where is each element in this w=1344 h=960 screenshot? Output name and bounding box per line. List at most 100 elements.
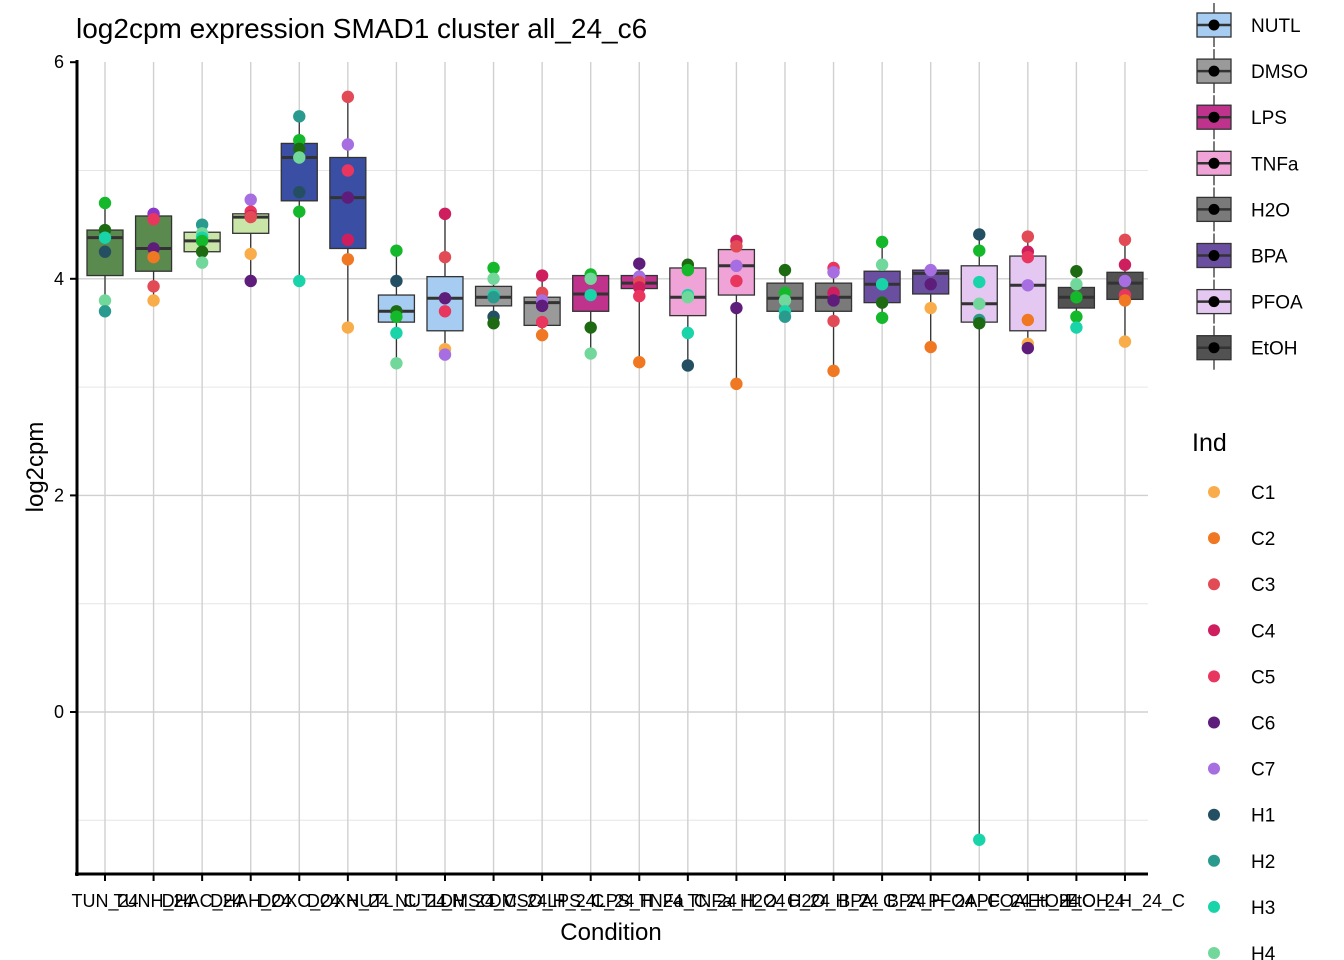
x-tick-label: EtOH_H_24_C [1065, 891, 1185, 912]
data-point [973, 244, 986, 257]
data-point [730, 274, 743, 288]
data-point [584, 321, 597, 334]
data-point [633, 289, 646, 303]
data-point [535, 299, 549, 313]
chart-title: log2cpm expression SMAD1 cluster all_24_… [76, 13, 647, 44]
data-point [293, 274, 306, 288]
legend-dot-H2 [1208, 854, 1220, 867]
data-point [1118, 335, 1132, 348]
data-point [244, 193, 257, 206]
data-point [681, 291, 695, 304]
data-point [244, 247, 257, 261]
legend-label-TNFa: TNFa [1251, 154, 1299, 175]
data-point [827, 314, 840, 328]
legend-label-C7: C7 [1251, 760, 1275, 781]
x-tick-label: DHAC_24 [162, 891, 243, 912]
legend-ind-title: Ind [1192, 429, 1227, 457]
data-point [390, 326, 403, 340]
y-tick-label: 4 [54, 269, 64, 289]
data-point [1021, 279, 1035, 292]
data-point [390, 274, 403, 288]
x-tick-label: H2O_H_24 [789, 891, 879, 912]
data-point [98, 196, 112, 210]
legend-key-point [1208, 65, 1220, 77]
legend-label-EtOH: EtOH [1251, 339, 1297, 360]
legend-ind: C1 C2 C3 C4 C5 C6 C7 H1 H2 H3 H4 [1208, 483, 1276, 960]
legend-key-point [1208, 203, 1220, 215]
data-point [1118, 294, 1132, 307]
data-point [924, 278, 937, 291]
data-point [1070, 321, 1083, 334]
data-point [535, 269, 549, 282]
legend-key-point [1208, 157, 1220, 169]
data-point [341, 253, 355, 266]
legend-label-C5: C5 [1251, 667, 1275, 688]
plot-axes: 0 2 4 6 TUN_24TUNH_24DHAC_24DHAH_24DOXC_24DO… [54, 52, 1185, 912]
legend-dot-C4 [1208, 624, 1220, 637]
data-point [924, 263, 937, 277]
data-point [535, 315, 549, 329]
data-point [98, 231, 112, 244]
data-point [973, 297, 986, 310]
data-point [778, 263, 792, 277]
data-point [147, 250, 160, 264]
legend-key-point [1208, 111, 1220, 123]
data-point [730, 377, 743, 391]
legend-key-point [1208, 342, 1220, 354]
legend-label-C2: C2 [1251, 529, 1275, 550]
box-TNFa_H_24 [717, 248, 756, 296]
data-point [633, 281, 646, 294]
data-point [973, 833, 986, 846]
legend-dot-H1 [1208, 808, 1220, 821]
data-point [584, 272, 597, 285]
data-point [341, 90, 355, 104]
data-point [875, 235, 889, 249]
data-point [1118, 274, 1132, 288]
data-point [438, 207, 452, 221]
x-tick-label: PFOA_C_24 [928, 891, 1030, 912]
legend-dot-C3 [1208, 578, 1220, 591]
data-point [195, 218, 209, 231]
data-point [195, 245, 209, 258]
data-point [293, 185, 306, 199]
data-point [1118, 258, 1132, 271]
data-point [147, 213, 160, 226]
data-point [584, 347, 597, 360]
plot-grid [77, 62, 1148, 874]
x-tick-label: EtOH_C_24 [1028, 891, 1125, 912]
data-point [681, 263, 695, 277]
data-point [1021, 250, 1035, 264]
data-point [341, 321, 355, 334]
x-tick-label: TNFa_C_24 [639, 891, 737, 912]
data-point [584, 288, 597, 302]
legend-key-point [1208, 250, 1220, 261]
legend-key-point [1208, 296, 1220, 308]
legend-key-point [1208, 19, 1220, 31]
data-point [875, 258, 889, 271]
data-point [827, 364, 840, 378]
legend-label-H4: H4 [1251, 944, 1276, 960]
data-point [293, 110, 306, 123]
data-point [293, 205, 306, 218]
data-point [1070, 265, 1083, 278]
data-point [390, 244, 403, 257]
box-PFOA_C_24 [960, 265, 998, 323]
data-point [390, 310, 403, 323]
data-point [924, 340, 937, 354]
x-tick-label: DOXH_24 [307, 891, 389, 912]
data-point [827, 294, 840, 307]
legend-dot-C1 [1208, 486, 1220, 498]
data-point [730, 301, 743, 315]
x-tick-label: NUTL_H_24 [395, 891, 495, 912]
x-tick-label: TUNH_24 [114, 891, 194, 912]
legend-dot-C7 [1208, 762, 1220, 775]
data-point [875, 311, 889, 324]
data-point [730, 240, 743, 253]
data-point [195, 234, 209, 248]
legend-label-H1: H1 [1251, 806, 1275, 827]
x-tick-label: TNFa_H_24 [687, 891, 785, 912]
data-point [681, 326, 695, 340]
data-point [633, 257, 646, 270]
data-point [244, 274, 257, 288]
legend-label-BPA: BPA [1251, 247, 1288, 268]
